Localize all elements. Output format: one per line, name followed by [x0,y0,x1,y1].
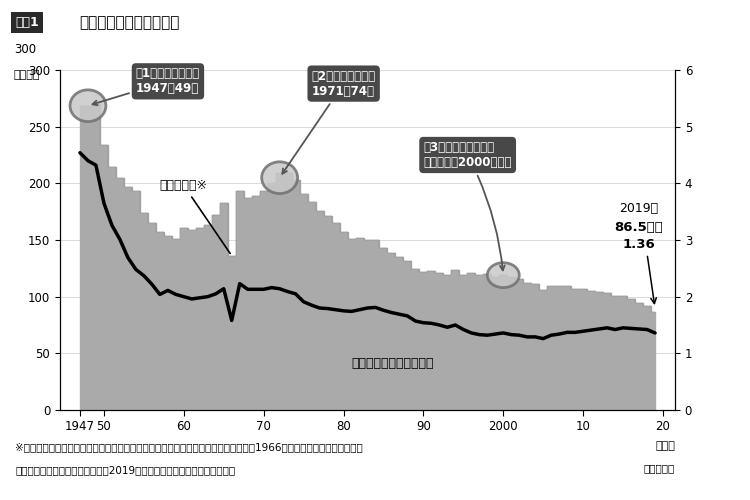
Text: ひのえうま※: ひのえうま※ [160,179,230,254]
Ellipse shape [262,162,298,194]
Text: （見込み）: （見込み） [644,462,675,472]
Text: 1.36: 1.36 [622,238,656,251]
Text: 合計特殊出生率（右軸）: 合計特殊出生率（右軸） [352,357,434,370]
Ellipse shape [70,90,106,122]
Text: 300: 300 [14,44,36,57]
Text: （出所）厚生労働省「令和元年（2019）人口動態統計（確定数）の概況」: （出所）厚生労働省「令和元年（2019）人口動態統計（確定数）の概況」 [15,465,236,475]
Text: 出生数の推移（確定数）: 出生数の推移（確定数） [79,15,179,30]
Text: 第2次ベビーブーム
1971～74年: 第2次ベビーブーム 1971～74年 [282,70,376,174]
Text: 第3次ベビーブームは
到来せず（2000年頃）: 第3次ベビーブームは 到来せず（2000年頃） [424,141,512,270]
Text: 86.5万人: 86.5万人 [615,221,664,234]
Text: （年）: （年） [655,440,675,450]
Text: 図表1: 図表1 [15,16,39,29]
Ellipse shape [488,262,519,287]
Text: 第1次ベビーブーム
1947～49年: 第1次ベビーブーム 1947～49年 [92,68,200,105]
Text: （万人）: （万人） [14,70,40,80]
Text: ※ひのえうま生まれの女性は気性が激しすぎて夫を不幸にする、という迷信により、1966年の出生数は大きく減少した: ※ひのえうま生まれの女性は気性が激しすぎて夫を不幸にする、という迷信により、19… [15,442,363,452]
Text: 2019年: 2019年 [620,202,658,214]
